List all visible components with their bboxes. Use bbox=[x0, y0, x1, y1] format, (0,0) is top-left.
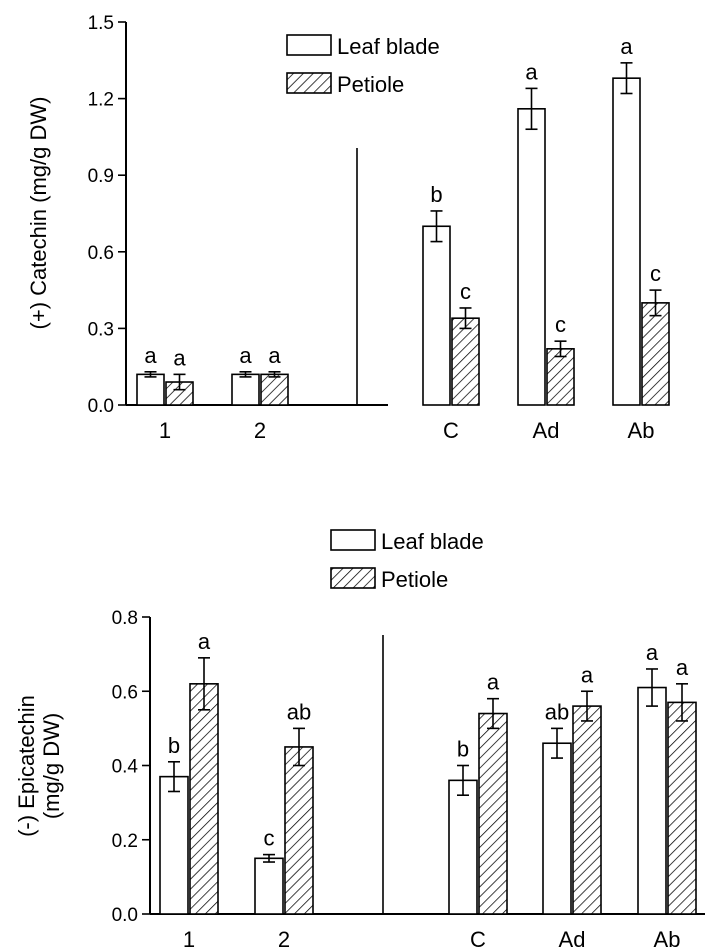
x-category-label: 2 bbox=[278, 927, 290, 952]
y-tick-label: 1.5 bbox=[88, 13, 114, 34]
bar-petiole bbox=[451, 317, 480, 406]
legend-label: Petiole bbox=[381, 567, 448, 592]
x-category-label: 1 bbox=[183, 927, 195, 952]
significance-letter: b bbox=[168, 733, 180, 758]
y-axis-title-line: (-) Epicatechin bbox=[14, 695, 39, 837]
x-category-label: 2 bbox=[254, 418, 266, 443]
x-category-label: 1 bbox=[159, 418, 171, 443]
legend-label: Petiole bbox=[337, 72, 404, 97]
significance-letter: c bbox=[460, 279, 471, 304]
bar-leaf-blade bbox=[542, 742, 572, 915]
legend-swatch-petiole bbox=[330, 567, 376, 589]
legend-label: Leaf blade bbox=[337, 34, 440, 59]
significance-letter: b bbox=[430, 182, 442, 207]
y-axis-title: (-) Epicatechin(mg/g DW) bbox=[14, 695, 64, 837]
bar-petiole bbox=[284, 746, 314, 915]
significance-letter: ab bbox=[545, 699, 569, 724]
significance-letter: c bbox=[555, 312, 566, 337]
bar-petiole bbox=[667, 701, 697, 915]
significance-letter: a bbox=[144, 343, 157, 368]
y-tick-label: 0.6 bbox=[112, 682, 138, 703]
bar-leaf-blade bbox=[637, 686, 667, 915]
bar-leaf-blade bbox=[159, 775, 189, 915]
y-tick-label: 0.4 bbox=[112, 757, 139, 778]
y-tick-label: 0.0 bbox=[112, 905, 138, 926]
significance-letter: a bbox=[239, 343, 252, 368]
significance-letter: b bbox=[457, 737, 469, 762]
bar-petiole bbox=[572, 705, 602, 915]
significance-letter: a bbox=[198, 629, 211, 654]
bar-petiole bbox=[189, 683, 219, 915]
y-tick-label: 0.3 bbox=[88, 319, 114, 340]
significance-letter: a bbox=[581, 662, 594, 687]
y-tick-label: 0.2 bbox=[112, 831, 138, 852]
y-axis-title: (+) Catechin (mg/g DW) bbox=[26, 97, 51, 330]
bar-leaf-blade bbox=[422, 225, 451, 406]
bar-leaf-blade bbox=[448, 779, 478, 915]
bar-leaf-blade bbox=[612, 77, 641, 406]
significance-letter: c bbox=[650, 261, 661, 286]
significance-letter: a bbox=[173, 345, 186, 370]
significance-letter: a bbox=[268, 343, 281, 368]
x-category-label: Ad bbox=[559, 927, 586, 952]
y-tick-label: 0.0 bbox=[88, 396, 114, 417]
significance-letter: a bbox=[487, 670, 500, 695]
x-category-label: C bbox=[443, 418, 459, 443]
x-category-label: Ad bbox=[533, 418, 560, 443]
bar-petiole bbox=[641, 302, 670, 406]
y-axis-title-line: (mg/g DW) bbox=[39, 713, 64, 819]
x-category-label: Ab bbox=[628, 418, 655, 443]
y-tick-label: 0.6 bbox=[88, 243, 114, 264]
catechin-chart: 0.0 0.3 0.6 0.9 1.2 1.5 (+) Catechin (mg/g DW)… bbox=[26, 13, 670, 443]
x-category-label: C bbox=[470, 927, 486, 952]
legend-swatch-petiole bbox=[286, 72, 332, 94]
y-tick-label: 0.8 bbox=[112, 608, 138, 629]
y-axis-title-line: (+) Catechin (mg/g DW) bbox=[26, 97, 51, 330]
x-category-label: Ab bbox=[654, 927, 681, 952]
bar-leaf-blade bbox=[517, 108, 546, 406]
bar-petiole bbox=[260, 373, 289, 406]
significance-letter: c bbox=[264, 826, 275, 851]
bar-petiole bbox=[478, 712, 508, 915]
significance-letter: a bbox=[620, 34, 633, 59]
significance-letter: a bbox=[676, 655, 689, 680]
legend-label: Leaf blade bbox=[381, 529, 484, 554]
significance-letter: a bbox=[646, 640, 659, 665]
y-tick-label: 1.2 bbox=[88, 90, 114, 111]
significance-letter: ab bbox=[287, 699, 311, 724]
bar-leaf-blade bbox=[231, 373, 260, 406]
legend-swatch-leaf-blade bbox=[286, 34, 332, 56]
epicatechin-chart: 0.0 0.2 0.4 0.6 0.8 (-) Epicatechin(mg/g DW) b… bbox=[14, 529, 705, 952]
bar-leaf-blade bbox=[136, 373, 165, 406]
significance-letter: a bbox=[525, 59, 538, 84]
legend-swatch-leaf-blade bbox=[330, 529, 376, 551]
bar-leaf-blade bbox=[254, 857, 284, 915]
y-tick-label: 0.9 bbox=[88, 166, 114, 187]
